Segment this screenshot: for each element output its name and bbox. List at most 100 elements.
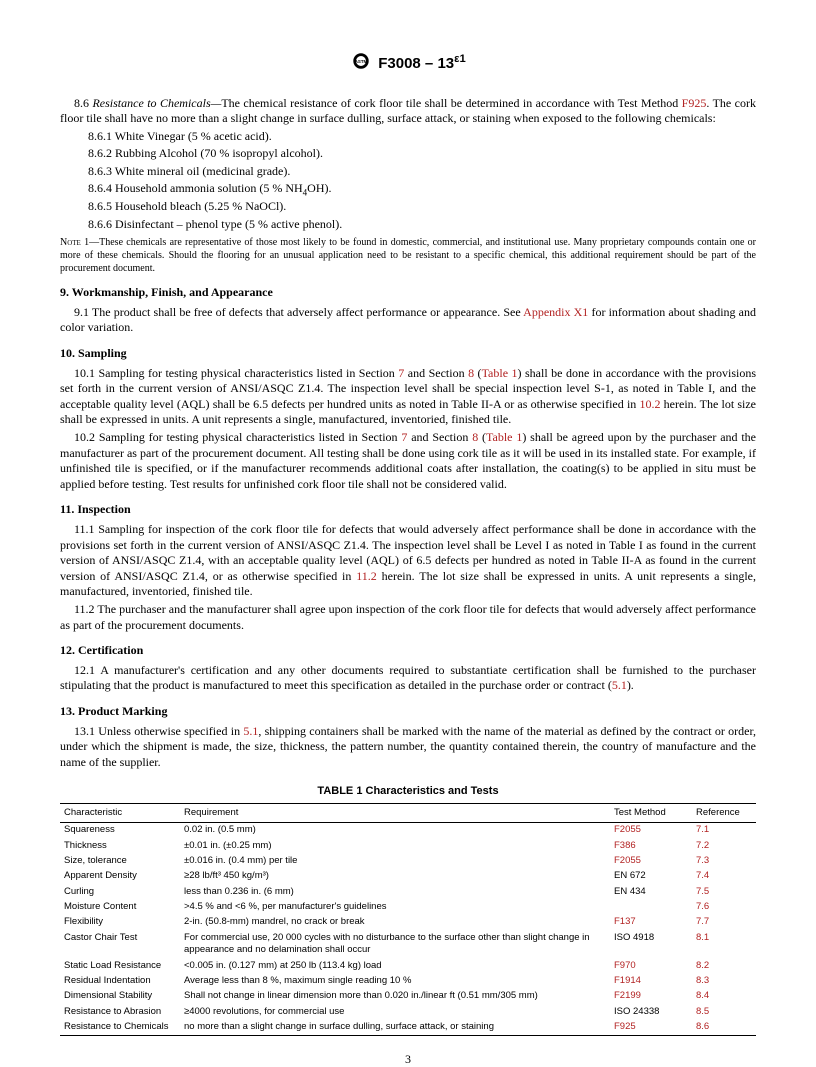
table-cell: Dimensional Stability (60, 989, 180, 1004)
svg-text:ASTM: ASTM (355, 59, 368, 64)
link-reference[interactable]: 7.6 (696, 901, 709, 912)
link-method[interactable]: F2055 (614, 824, 641, 835)
link-reference[interactable]: 8.4 (696, 990, 709, 1001)
table-cell: Squareness (60, 822, 180, 838)
table-cell: Resistance to Chemicals (60, 1019, 180, 1035)
table-cell: 7.2 (692, 838, 756, 853)
link-reference[interactable]: 7.5 (696, 886, 709, 897)
table-cell: 0.02 in. (0.5 mm) (180, 822, 610, 838)
table-cell: 8.4 (692, 989, 756, 1004)
link-table1[interactable]: Table 1 (482, 366, 518, 380)
link-s8b[interactable]: 8 (472, 430, 478, 444)
p-8-6-5: 8.6.5 Household bleach (5.25 % NaOCl). (88, 199, 756, 215)
head-12: 12. Certification (60, 643, 756, 659)
table-row: Resistance to Chemicalsno more than a sl… (60, 1019, 756, 1035)
table-cell: F2055 (610, 854, 692, 869)
table-cell: F386 (610, 838, 692, 853)
p-8-6-4: 8.6.4 Household ammonia solution (5 % NH… (88, 181, 756, 197)
table-row: Resistance to Abrasion≥4000 revolutions,… (60, 1004, 756, 1019)
table-cell: F2199 (610, 989, 692, 1004)
table-cell: Shall not change in linear dimension mor… (180, 989, 610, 1004)
head-13: 13. Product Marking (60, 704, 756, 720)
link-reference[interactable]: 7.1 (696, 824, 709, 835)
p-13-1: 13.1 Unless otherwise specified in 5.1, … (60, 724, 756, 771)
link-reference[interactable]: 8.5 (696, 1006, 709, 1017)
table-cell: Static Load Resistance (60, 958, 180, 973)
table-cell: ISO 4918 (610, 930, 692, 958)
page-header: ASTM F3008 – 13ε1 (60, 50, 756, 78)
table-cell: Castor Chair Test (60, 930, 180, 958)
p-11-2: 11.2 The purchaser and the manufacturer … (60, 602, 756, 633)
table-row: Residual IndentationAverage less than 8 … (60, 973, 756, 988)
table-cell: Apparent Density (60, 869, 180, 884)
link-reference[interactable]: 8.1 (696, 932, 709, 943)
link-reference[interactable]: 8.6 (696, 1021, 709, 1032)
p-8-6-lead: 8.6 Resistance to Chemicals—The chemical… (74, 96, 682, 110)
table-cell: 7.4 (692, 869, 756, 884)
link-method[interactable]: F386 (614, 840, 636, 851)
table-cell: ≥28 lb/ft³ 450 kg/m³) (180, 869, 610, 884)
link-method[interactable]: F137 (614, 916, 636, 927)
table-1: Characteristic Requirement Test Method R… (60, 803, 756, 1036)
table-cell: EN 434 (610, 884, 692, 899)
table-row: Apparent Density≥28 lb/ft³ 450 kg/m³)EN … (60, 869, 756, 884)
table-cell: less than 0.236 in. (6 mm) (180, 884, 610, 899)
link-reference[interactable]: 7.4 (696, 870, 709, 881)
p-8-6-3: 8.6.3 White mineral oil (medicinal grade… (88, 164, 756, 180)
table-cell: 8.2 (692, 958, 756, 973)
link-5-1[interactable]: 5.1 (612, 678, 627, 692)
link-s7[interactable]: 7 (398, 366, 404, 380)
table-cell: 7.5 (692, 884, 756, 899)
table-cell: >4.5 % and <6 %, per manufacturer's guid… (180, 900, 610, 915)
link-method[interactable]: F970 (614, 960, 636, 971)
table-row: Castor Chair TestFor commercial use, 20 … (60, 930, 756, 958)
link-reference[interactable]: 7.2 (696, 840, 709, 851)
table-cell (610, 900, 692, 915)
table-cell: F925 (610, 1019, 692, 1035)
link-method[interactable]: F1914 (614, 975, 641, 986)
table-cell: <0.005 in. (0.127 mm) at 250 lb (113.4 k… (180, 958, 610, 973)
table-row: Size, tolerance±0.016 in. (0.4 mm) per t… (60, 854, 756, 869)
p-8-6-1: 8.6.1 White Vinegar (5 % acetic acid). (88, 129, 756, 145)
table-cell: 7.3 (692, 854, 756, 869)
link-reference[interactable]: 7.3 (696, 855, 709, 866)
link-10-2[interactable]: 10.2 (639, 397, 660, 411)
link-reference[interactable]: 8.3 (696, 975, 709, 986)
table-row: Squareness0.02 in. (0.5 mm) F2055 7.1 (60, 822, 756, 838)
link-s7b[interactable]: 7 (401, 430, 407, 444)
link-method[interactable]: F2055 (614, 855, 641, 866)
th-characteristic: Characteristic (60, 803, 180, 822)
table-cell: 8.5 (692, 1004, 756, 1019)
link-table1b[interactable]: Table 1 (486, 430, 522, 444)
link-method[interactable]: F925 (614, 1021, 636, 1032)
link-5-1b[interactable]: 5.1 (243, 724, 258, 738)
astm-logo: ASTM (350, 50, 372, 78)
link-reference[interactable]: 8.2 (696, 960, 709, 971)
p-8-6-6: 8.6.6 Disinfectant – phenol type (5 % ac… (88, 217, 756, 233)
p-11-1: 11.1 Sampling for inspection of the cork… (60, 522, 756, 600)
table-cell: F137 (610, 915, 692, 930)
table-cell: F970 (610, 958, 692, 973)
table-cell: Flexibility (60, 915, 180, 930)
link-s8[interactable]: 8 (468, 366, 474, 380)
link-reference[interactable]: 7.7 (696, 916, 709, 927)
table-row: Thickness±0.01 in. (±0.25 mm) F386 7.2 (60, 838, 756, 853)
table-cell: EN 672 (610, 869, 692, 884)
table-1-title: TABLE 1 Characteristics and Tests (60, 784, 756, 798)
table-cell: Residual Indentation (60, 973, 180, 988)
table-cell: ≥4000 revolutions, for commercial use (180, 1004, 610, 1019)
table-cell: ±0.01 in. (±0.25 mm) (180, 838, 610, 853)
head-11: 11. Inspection (60, 502, 756, 518)
table-cell: F2055 (610, 822, 692, 838)
link-method[interactable]: F2199 (614, 990, 641, 1001)
table-cell: ISO 24338 (610, 1004, 692, 1019)
table-cell: Resistance to Abrasion (60, 1004, 180, 1019)
p-8-6-2: 8.6.2 Rubbing Alcohol (70 % isopropyl al… (88, 146, 756, 162)
table-cell: 2-in. (50.8-mm) mandrel, no crack or bre… (180, 915, 610, 930)
table-row: Dimensional StabilityShall not change in… (60, 989, 756, 1004)
table-cell: Thickness (60, 838, 180, 853)
link-appendix-x1[interactable]: Appendix X1 (523, 305, 588, 319)
link-11-2[interactable]: 11.2 (356, 569, 377, 583)
link-f925[interactable]: F925 (682, 96, 707, 110)
table-cell: ±0.016 in. (0.4 mm) per tile (180, 854, 610, 869)
